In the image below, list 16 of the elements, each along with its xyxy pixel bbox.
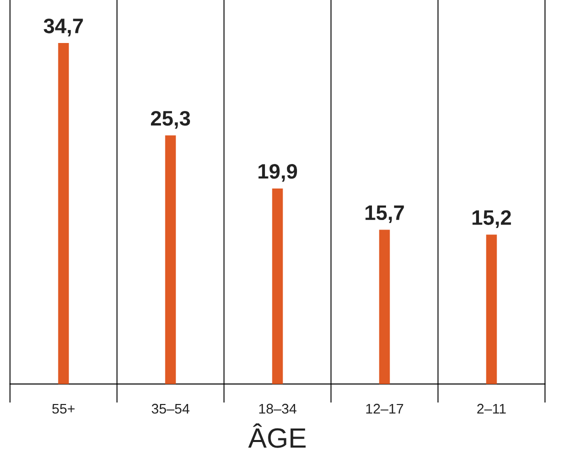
bar xyxy=(486,234,497,384)
x-tick-label: 2–11 xyxy=(477,404,506,414)
bar xyxy=(58,43,69,384)
x-axis-title: ÂGE xyxy=(248,423,306,448)
x-tick-label: 35–54 xyxy=(152,404,190,414)
data-label: 19,9 xyxy=(258,164,298,182)
data-label: 25,3 xyxy=(150,110,190,129)
data-label: 15,2 xyxy=(472,210,511,228)
x-tick-label: 12–17 xyxy=(366,404,404,414)
x-tick-label: 55+ xyxy=(52,404,75,414)
data-label: 15,7 xyxy=(366,206,404,224)
bar xyxy=(165,135,176,384)
x-tick-label: 18–34 xyxy=(259,404,296,414)
bar xyxy=(379,230,390,384)
data-label: 34,7 xyxy=(44,18,83,36)
bar xyxy=(272,188,283,384)
